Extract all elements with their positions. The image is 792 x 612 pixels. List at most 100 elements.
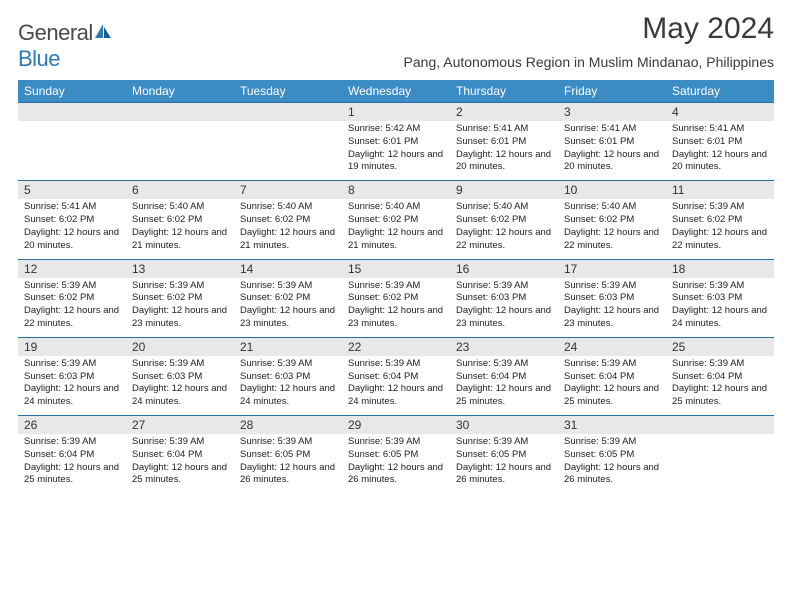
sunrise-text: Sunrise: 5:40 AM xyxy=(132,201,228,214)
sunset-text: Sunset: 6:02 PM xyxy=(348,292,444,305)
date-number: 23 xyxy=(450,338,558,356)
sunset-text: Sunset: 6:02 PM xyxy=(240,214,336,227)
daylight-text: Daylight: 12 hours and 22 minutes. xyxy=(672,227,768,253)
sunset-text: Sunset: 6:02 PM xyxy=(24,292,120,305)
day-details: Sunrise: 5:39 AMSunset: 6:05 PMDaylight:… xyxy=(342,434,450,493)
sunset-text: Sunset: 6:01 PM xyxy=(564,136,660,149)
daylight-text: Daylight: 12 hours and 25 minutes. xyxy=(564,383,660,409)
date-number: 14 xyxy=(234,260,342,278)
sunset-text: Sunset: 6:01 PM xyxy=(348,136,444,149)
day-header: Tuesday xyxy=(234,80,342,103)
daylight-text: Daylight: 12 hours and 24 minutes. xyxy=(348,383,444,409)
sunrise-text: Sunrise: 5:39 AM xyxy=(348,436,444,449)
sunset-text: Sunset: 6:01 PM xyxy=(672,136,768,149)
sunrise-text: Sunrise: 5:39 AM xyxy=(132,436,228,449)
day-details xyxy=(666,434,774,490)
day-details: Sunrise: 5:39 AMSunset: 6:04 PMDaylight:… xyxy=(18,434,126,493)
brand-name: GeneralBlue xyxy=(18,20,113,72)
date-number: 9 xyxy=(450,181,558,199)
sunrise-text: Sunrise: 5:41 AM xyxy=(672,123,768,136)
day-cell: 15Sunrise: 5:39 AMSunset: 6:02 PMDayligh… xyxy=(342,259,450,337)
day-details: Sunrise: 5:39 AMSunset: 6:04 PMDaylight:… xyxy=(666,356,774,415)
sunset-text: Sunset: 6:02 PM xyxy=(132,214,228,227)
day-details xyxy=(18,121,126,177)
day-details xyxy=(234,121,342,177)
date-number: 29 xyxy=(342,416,450,434)
date-number: 19 xyxy=(18,338,126,356)
brand-name-left: General xyxy=(18,20,93,45)
title-block: May 2024 Pang, Autonomous Region in Musl… xyxy=(404,12,774,70)
sunset-text: Sunset: 6:02 PM xyxy=(348,214,444,227)
daylight-text: Daylight: 12 hours and 19 minutes. xyxy=(348,149,444,175)
date-number xyxy=(126,103,234,121)
sunset-text: Sunset: 6:02 PM xyxy=(24,214,120,227)
date-number: 3 xyxy=(558,103,666,121)
sunrise-text: Sunrise: 5:39 AM xyxy=(456,280,552,293)
day-header: Saturday xyxy=(666,80,774,103)
day-details: Sunrise: 5:39 AMSunset: 6:04 PMDaylight:… xyxy=(558,356,666,415)
date-number: 17 xyxy=(558,260,666,278)
day-cell: 22Sunrise: 5:39 AMSunset: 6:04 PMDayligh… xyxy=(342,337,450,415)
day-cell: 7Sunrise: 5:40 AMSunset: 6:02 PMDaylight… xyxy=(234,181,342,259)
sunrise-text: Sunrise: 5:40 AM xyxy=(564,201,660,214)
date-number xyxy=(234,103,342,121)
day-details: Sunrise: 5:39 AMSunset: 6:03 PMDaylight:… xyxy=(450,278,558,337)
daylight-text: Daylight: 12 hours and 20 minutes. xyxy=(24,227,120,253)
date-number: 26 xyxy=(18,416,126,434)
day-cell: 11Sunrise: 5:39 AMSunset: 6:02 PMDayligh… xyxy=(666,181,774,259)
sunset-text: Sunset: 6:03 PM xyxy=(24,371,120,384)
daylight-text: Daylight: 12 hours and 22 minutes. xyxy=(24,305,120,331)
day-details: Sunrise: 5:39 AMSunset: 6:03 PMDaylight:… xyxy=(234,356,342,415)
day-cell: 26Sunrise: 5:39 AMSunset: 6:04 PMDayligh… xyxy=(18,416,126,494)
day-header: Friday xyxy=(558,80,666,103)
date-number: 7 xyxy=(234,181,342,199)
sunrise-text: Sunrise: 5:41 AM xyxy=(564,123,660,136)
date-number: 10 xyxy=(558,181,666,199)
brand-name-right: Blue xyxy=(18,46,60,71)
daylight-text: Daylight: 12 hours and 20 minutes. xyxy=(564,149,660,175)
day-cell: 16Sunrise: 5:39 AMSunset: 6:03 PMDayligh… xyxy=(450,259,558,337)
day-cell: 4Sunrise: 5:41 AMSunset: 6:01 PMDaylight… xyxy=(666,103,774,181)
sail-icon xyxy=(93,20,113,46)
day-header-row: Sunday Monday Tuesday Wednesday Thursday… xyxy=(18,80,774,103)
day-cell: 17Sunrise: 5:39 AMSunset: 6:03 PMDayligh… xyxy=(558,259,666,337)
day-cell xyxy=(126,103,234,181)
day-cell: 9Sunrise: 5:40 AMSunset: 6:02 PMDaylight… xyxy=(450,181,558,259)
daylight-text: Daylight: 12 hours and 23 minutes. xyxy=(564,305,660,331)
date-number: 27 xyxy=(126,416,234,434)
sunset-text: Sunset: 6:04 PM xyxy=(348,371,444,384)
sunrise-text: Sunrise: 5:39 AM xyxy=(24,280,120,293)
sunrise-text: Sunrise: 5:39 AM xyxy=(564,436,660,449)
day-details: Sunrise: 5:41 AMSunset: 6:01 PMDaylight:… xyxy=(666,121,774,180)
date-number: 4 xyxy=(666,103,774,121)
date-number: 20 xyxy=(126,338,234,356)
day-details: Sunrise: 5:39 AMSunset: 6:04 PMDaylight:… xyxy=(342,356,450,415)
date-number: 15 xyxy=(342,260,450,278)
sunrise-text: Sunrise: 5:39 AM xyxy=(672,280,768,293)
day-details: Sunrise: 5:39 AMSunset: 6:02 PMDaylight:… xyxy=(234,278,342,337)
sunset-text: Sunset: 6:03 PM xyxy=(672,292,768,305)
sunrise-text: Sunrise: 5:40 AM xyxy=(348,201,444,214)
daylight-text: Daylight: 12 hours and 21 minutes. xyxy=(348,227,444,253)
day-details: Sunrise: 5:39 AMSunset: 6:02 PMDaylight:… xyxy=(126,278,234,337)
calendar-page: GeneralBlue May 2024 Pang, Autonomous Re… xyxy=(0,0,792,505)
day-cell: 27Sunrise: 5:39 AMSunset: 6:04 PMDayligh… xyxy=(126,416,234,494)
day-details: Sunrise: 5:40 AMSunset: 6:02 PMDaylight:… xyxy=(342,199,450,258)
daylight-text: Daylight: 12 hours and 25 minutes. xyxy=(132,462,228,488)
week-row: 19 Sunrise: 5:39 AMSunset: 6:03 PMDayligh… xyxy=(18,337,774,415)
daylight-text: Daylight: 12 hours and 26 minutes. xyxy=(564,462,660,488)
daylight-text: Daylight: 12 hours and 24 minutes. xyxy=(240,383,336,409)
sunrise-text: Sunrise: 5:39 AM xyxy=(456,436,552,449)
day-cell: 10Sunrise: 5:40 AMSunset: 6:02 PMDayligh… xyxy=(558,181,666,259)
week-row: 26Sunrise: 5:39 AMSunset: 6:04 PMDayligh… xyxy=(18,416,774,494)
daylight-text: Daylight: 12 hours and 25 minutes. xyxy=(672,383,768,409)
daylight-text: Daylight: 12 hours and 20 minutes. xyxy=(672,149,768,175)
sunrise-text: Sunrise: 5:40 AM xyxy=(240,201,336,214)
date-number: 12 xyxy=(18,260,126,278)
day-details xyxy=(126,121,234,177)
day-details: Sunrise: 5:39 AMSunset: 6:05 PMDaylight:… xyxy=(450,434,558,493)
day-details: Sunrise: 5:40 AMSunset: 6:02 PMDaylight:… xyxy=(234,199,342,258)
calendar-table: Sunday Monday Tuesday Wednesday Thursday… xyxy=(18,80,774,493)
day-cell: 5Sunrise: 5:41 AMSunset: 6:02 PMDaylight… xyxy=(18,181,126,259)
sunset-text: Sunset: 6:05 PM xyxy=(348,449,444,462)
